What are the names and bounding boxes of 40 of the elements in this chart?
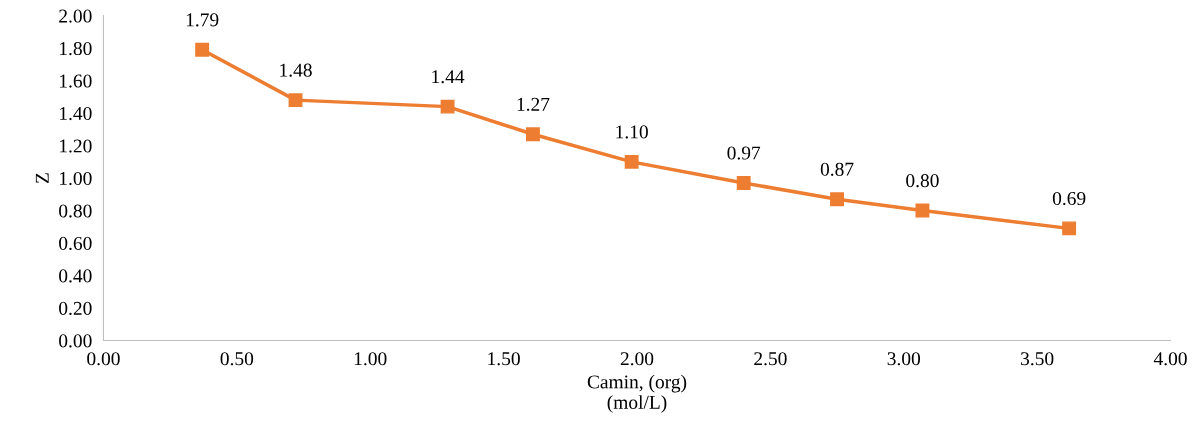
point [830, 192, 845, 207]
x-tick-label: 2.00 [620, 352, 654, 366]
data-label: 0.69 [1052, 191, 1086, 206]
point [915, 203, 930, 218]
data-label: 1.27 [517, 97, 550, 111]
point [736, 176, 751, 190]
point [526, 127, 540, 142]
x-tick-label: 1.00 [354, 352, 387, 366]
point [440, 99, 455, 114]
y-tick-label: 1.40 [60, 106, 92, 121]
y-axis-title: Z [35, 173, 49, 184]
x-tick-label: 2.50 [754, 352, 787, 366]
point [195, 42, 210, 57]
data-label: 0.80 [906, 174, 939, 188]
x-tick-label: 0.00 [87, 352, 120, 366]
y-tick-label: 1.80 [60, 41, 92, 56]
y-tick-label: 0.20 [59, 301, 92, 316]
data-label: 1.44 [432, 70, 465, 84]
point [624, 154, 639, 169]
y-tick-label: 0.40 [59, 269, 92, 283]
data-label: 1.10 [616, 125, 648, 139]
y-tick-label: 0.80 [59, 204, 92, 218]
x-axis-title: Camin, (org) (mol/L) [587, 374, 687, 413]
data-label: 1.79 [186, 13, 219, 27]
point [288, 93, 303, 108]
x-tick-label: 4.00 [1153, 352, 1187, 366]
x-tick-label: 3.50 [1021, 352, 1054, 366]
x-tick-label: 1.50 [488, 352, 520, 366]
data-label: 0.97 [727, 146, 761, 160]
x-tick-label: 3.00 [887, 352, 921, 366]
y-tick-label: 1.60 [60, 74, 92, 88]
x-tick-label: 0.50 [220, 352, 254, 366]
y-tick-label: 1.00 [60, 171, 92, 186]
data-label: 0.87 [820, 162, 854, 176]
data-label: 1.48 [280, 63, 312, 77]
y-tick-label: 0.60 [59, 236, 92, 251]
y-tick-label: 1.20 [60, 139, 92, 153]
y-tick-label: 0.00 [59, 334, 92, 348]
point [1062, 221, 1077, 236]
y-tick-label: 2.00 [59, 9, 92, 23]
